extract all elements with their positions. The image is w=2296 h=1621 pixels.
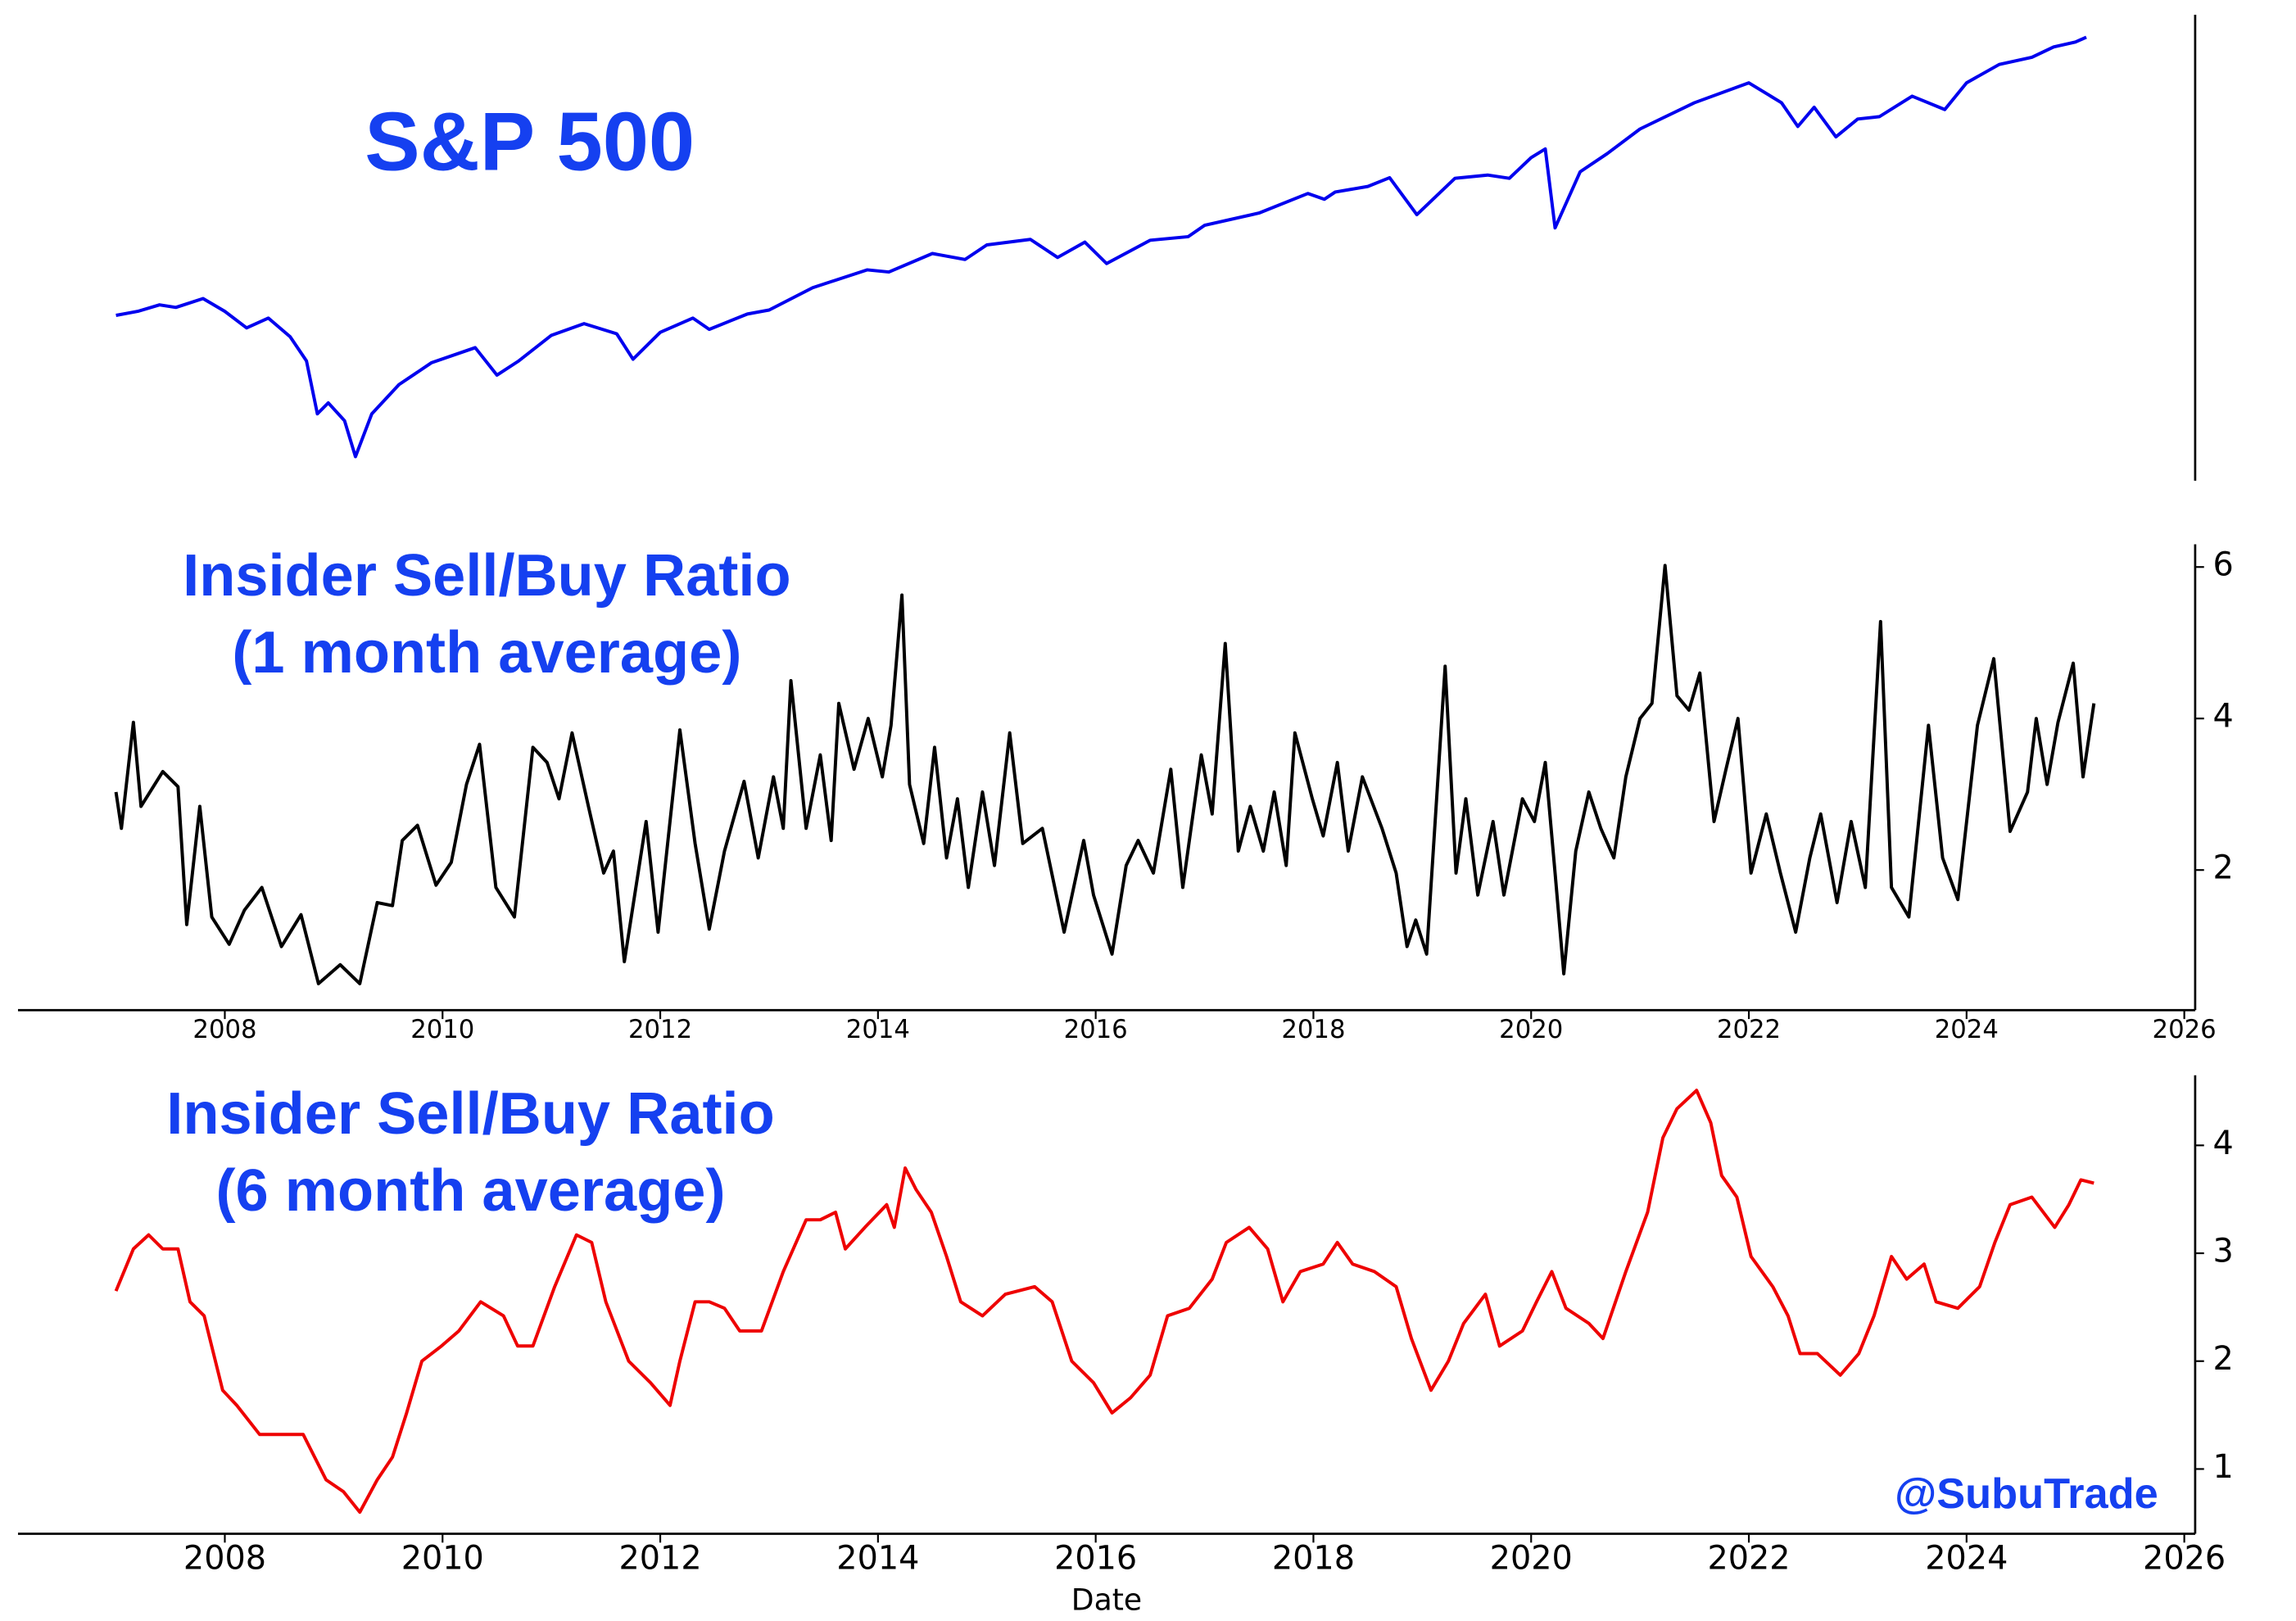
chart-title: S&P 500 bbox=[365, 95, 695, 188]
x-tick-label: 2012 bbox=[628, 1016, 692, 1044]
x-tick-label: 2012 bbox=[619, 1539, 702, 1577]
x-tick-label: 2026 bbox=[2153, 1016, 2217, 1044]
x-tick-label: 2018 bbox=[1281, 1016, 1345, 1044]
x-tick-label: 2018 bbox=[1272, 1539, 1355, 1577]
x-tick-label: 2020 bbox=[1490, 1539, 1573, 1577]
x-tick-label: 2016 bbox=[1054, 1539, 1137, 1577]
x-tick-label: 2026 bbox=[2143, 1539, 2226, 1577]
line-series bbox=[114, 1089, 2094, 1515]
x-tick-label: 2014 bbox=[846, 1016, 910, 1044]
line-series bbox=[115, 35, 2087, 459]
chart-title: Insider Sell/Buy Ratio bbox=[183, 543, 790, 609]
x-tick-label: 2008 bbox=[192, 1016, 256, 1044]
x-tick-label: 2020 bbox=[1499, 1016, 1563, 1044]
y-tick-label: 4 bbox=[2213, 1125, 2234, 1162]
x-tick-label: 2024 bbox=[1935, 1016, 1999, 1044]
x-tick-label: 2022 bbox=[1707, 1539, 1790, 1577]
x-tick-label: 2016 bbox=[1064, 1016, 1128, 1044]
chart-title: Insider Sell/Buy Ratio bbox=[166, 1081, 774, 1147]
x-tick-label: 2010 bbox=[410, 1016, 474, 1044]
y-tick-label: 2 bbox=[2213, 1340, 2234, 1378]
line-series bbox=[114, 564, 2096, 985]
x-tick-label: 2024 bbox=[1925, 1539, 2008, 1577]
x-tick-label: 2022 bbox=[1717, 1016, 1781, 1044]
x-tick-label: 2010 bbox=[401, 1539, 484, 1577]
chart-title: (1 month average) bbox=[232, 620, 741, 686]
y-tick-label: 2 bbox=[2213, 849, 2234, 887]
chart-title: (6 month average) bbox=[215, 1158, 725, 1224]
watermark: @SubuTrade bbox=[1895, 1470, 2158, 1518]
x-axis-label: Date bbox=[1071, 1583, 1142, 1618]
y-tick-label: 1 bbox=[2213, 1448, 2234, 1486]
y-tick-label: 4 bbox=[2213, 698, 2234, 736]
y-tick-label: 3 bbox=[2213, 1233, 2234, 1270]
x-tick-label: 2008 bbox=[183, 1539, 266, 1577]
x-tick-label: 2014 bbox=[836, 1539, 919, 1577]
y-tick-label: 6 bbox=[2213, 546, 2234, 584]
